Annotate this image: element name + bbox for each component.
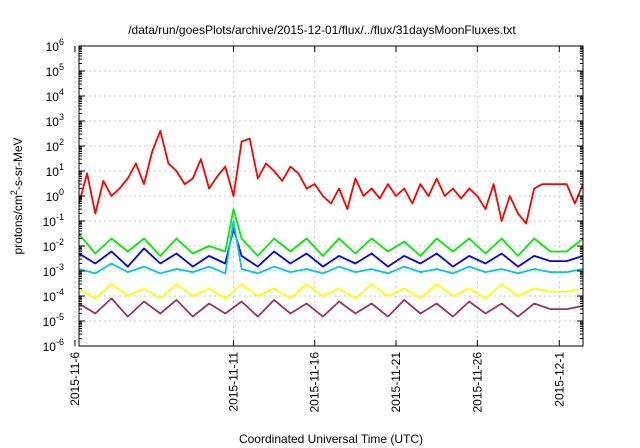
y-tick-label: 105 xyxy=(46,62,64,79)
y-tick-label: 10-4 xyxy=(43,287,64,304)
x-tick-label: 2015-11-26 xyxy=(470,352,484,413)
x-tick-label: 2015-11-6 xyxy=(68,352,82,406)
series-group xyxy=(78,129,584,318)
series-line-4 xyxy=(78,220,584,275)
y-tick-label: 10-6 xyxy=(43,337,64,354)
series-line-3 xyxy=(78,227,584,268)
series-line-6 xyxy=(78,297,584,318)
y-tick-label: 102 xyxy=(46,137,64,154)
y-tick-label: 100 xyxy=(46,187,64,204)
y-tick-label: 104 xyxy=(46,87,64,104)
x-tick-label: 2015-11-21 xyxy=(389,352,403,413)
y-tick-label: 103 xyxy=(46,112,64,129)
axes: 10-6 10-5 10-4 10-3 10-2 10-1 100 101 102 103 104 1… xyxy=(43,37,583,413)
series-line-2 xyxy=(78,208,584,257)
x-tick-label: 2015-12-1 xyxy=(552,352,566,407)
y-tick-label: 106 xyxy=(46,37,64,54)
chart-title: /data/run/goesPlots/archive/2015-12-01/f… xyxy=(128,23,516,37)
y-tick-label: 10-5 xyxy=(43,312,64,329)
series-line-1 xyxy=(78,129,584,225)
x-axis-label: Coordinated Universal Time (UTC) xyxy=(239,432,423,446)
grid xyxy=(74,45,583,347)
y-tick-label: 10-2 xyxy=(43,237,64,254)
x-tick-label: 2015-11-16 xyxy=(308,352,322,413)
y-tick-label: 10-3 xyxy=(43,262,64,279)
series-line-5 xyxy=(78,283,584,300)
y-tick-label: 10-1 xyxy=(43,212,64,229)
y-tick-label: 101 xyxy=(46,162,64,179)
y-axis-label: protons/cm2-s-sr-MeV xyxy=(9,137,25,254)
x-tick-label: 2015-11-11 xyxy=(226,352,240,412)
